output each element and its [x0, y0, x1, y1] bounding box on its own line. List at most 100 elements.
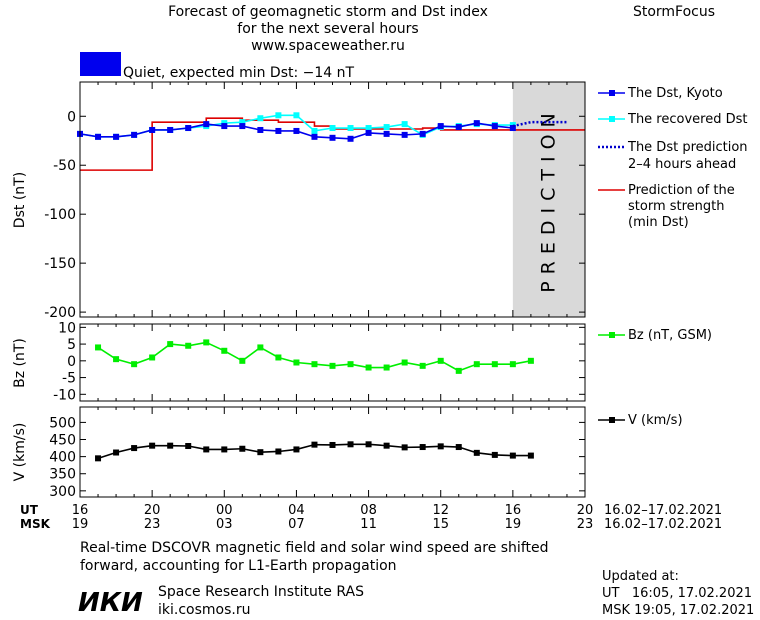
data-point	[527, 452, 534, 459]
ut-tick-label: 20	[577, 503, 594, 518]
ut-tick-label: 00	[216, 503, 233, 518]
y-tick-label: -5	[62, 371, 76, 387]
data-point	[419, 362, 426, 369]
updated-msk: MSK 19:05, 17.02.2021	[602, 603, 754, 618]
data-point	[203, 121, 210, 128]
legend-storm-strength-label-3: (min Dst)	[628, 215, 689, 230]
data-point	[257, 449, 264, 456]
data-point	[167, 442, 174, 449]
footer-note-line-2: forward, accounting for L1-Earth propaga…	[80, 558, 397, 574]
prediction-label: PREDICTION	[537, 106, 559, 293]
ut-date-range: 16.02–17.02.2021	[604, 503, 722, 518]
data-point	[365, 125, 372, 132]
data-point	[221, 347, 228, 354]
y-tick-label: -150	[44, 256, 76, 272]
data-point	[401, 359, 408, 366]
updated-label: Updated at:	[602, 569, 679, 584]
data-point	[401, 444, 408, 451]
data-point	[185, 125, 192, 132]
data-point	[167, 126, 174, 133]
data-point	[437, 357, 444, 364]
dst-series-layer	[77, 112, 585, 171]
data-point	[257, 115, 264, 122]
time-axis-ticks: 16 20 00 04 08 12 16 20 19 23 03 07 11 15 19 23	[72, 503, 594, 532]
data-point	[473, 361, 480, 368]
y-tick-label: 5	[67, 337, 76, 353]
data-point	[167, 341, 174, 348]
y-tick-label: 350	[49, 467, 76, 483]
data-point	[239, 119, 246, 126]
institute-website: iki.cosmos.ru	[158, 602, 250, 618]
series-line	[512, 120, 567, 128]
data-point	[437, 443, 444, 450]
data-point	[491, 451, 498, 458]
data-point	[149, 354, 156, 361]
legend-speed-label: V (km/s)	[628, 413, 683, 428]
data-point	[185, 342, 192, 349]
legend-storm-strength-label-2: storm strength	[628, 199, 725, 214]
legend-dst-recovered-label: The recovered Dst	[627, 112, 747, 127]
legend-bz-label: Bz (nT, GSM)	[628, 328, 712, 343]
footer-note-line-1: Real-time DSCOVR magnetic field and sola…	[80, 540, 549, 556]
data-point	[221, 446, 228, 453]
y-tick-label: 500	[49, 415, 76, 431]
data-point	[293, 446, 300, 453]
legend: The Dst, Kyoto The recovered Dst The Dst…	[598, 86, 748, 428]
data-point	[509, 361, 516, 368]
legend-bz: Bz (nT, GSM)	[598, 328, 712, 343]
title-line-2: for the next several hours	[237, 21, 418, 37]
y-tick-label: -10	[53, 387, 76, 403]
bz-axis-label: Bz (nT)	[12, 338, 28, 388]
updated-ut: UT 16:05, 17.02.2021	[602, 586, 752, 601]
ut-tick-label: 12	[432, 503, 449, 518]
y-tick-label: 450	[49, 433, 76, 449]
institute-name: Space Research Institute RAS	[158, 584, 364, 600]
y-tick-label: 400	[49, 450, 76, 466]
legend-dst-prediction: The Dst prediction 2–4 hours ahead	[598, 140, 748, 172]
legend-square-marker	[609, 90, 615, 96]
ut-tick-label: 04	[288, 503, 305, 518]
y-tick-label: -50	[53, 158, 76, 174]
bz-plot-frame	[79, 323, 586, 402]
data-point	[419, 444, 426, 451]
data-point	[275, 112, 282, 119]
data-point	[365, 129, 372, 136]
data-point	[491, 361, 498, 368]
y-tick-label: -200	[44, 305, 76, 321]
msk-axis-label: MSK	[20, 517, 51, 531]
data-point	[527, 357, 534, 364]
data-point	[113, 356, 120, 363]
data-point	[329, 134, 336, 141]
data-point	[473, 449, 480, 456]
data-point	[293, 112, 300, 119]
data-point	[383, 130, 390, 137]
data-point	[221, 123, 228, 130]
data-point	[473, 120, 480, 127]
data-point	[149, 126, 156, 133]
data-point	[383, 364, 390, 371]
data-point	[239, 445, 246, 452]
brand-name: StormFocus	[633, 4, 715, 20]
data-point	[383, 442, 390, 449]
bz-series-layer	[95, 339, 534, 374]
legend-square-marker	[609, 332, 615, 338]
data-point	[329, 125, 336, 132]
data-point	[347, 361, 354, 368]
data-point	[365, 441, 372, 448]
data-point	[329, 441, 336, 448]
legend-dst-prediction-label-2: 2–4 hours ahead	[628, 157, 736, 172]
msk-tick-label: 23	[144, 517, 161, 532]
data-point	[275, 354, 282, 361]
data-point	[401, 121, 408, 128]
data-point	[293, 127, 300, 134]
data-point	[131, 361, 138, 368]
data-point	[239, 123, 246, 130]
data-point	[185, 443, 192, 450]
data-point	[239, 357, 246, 364]
data-point	[437, 123, 444, 130]
msk-tick-label: 11	[360, 517, 377, 532]
data-point	[509, 452, 516, 459]
